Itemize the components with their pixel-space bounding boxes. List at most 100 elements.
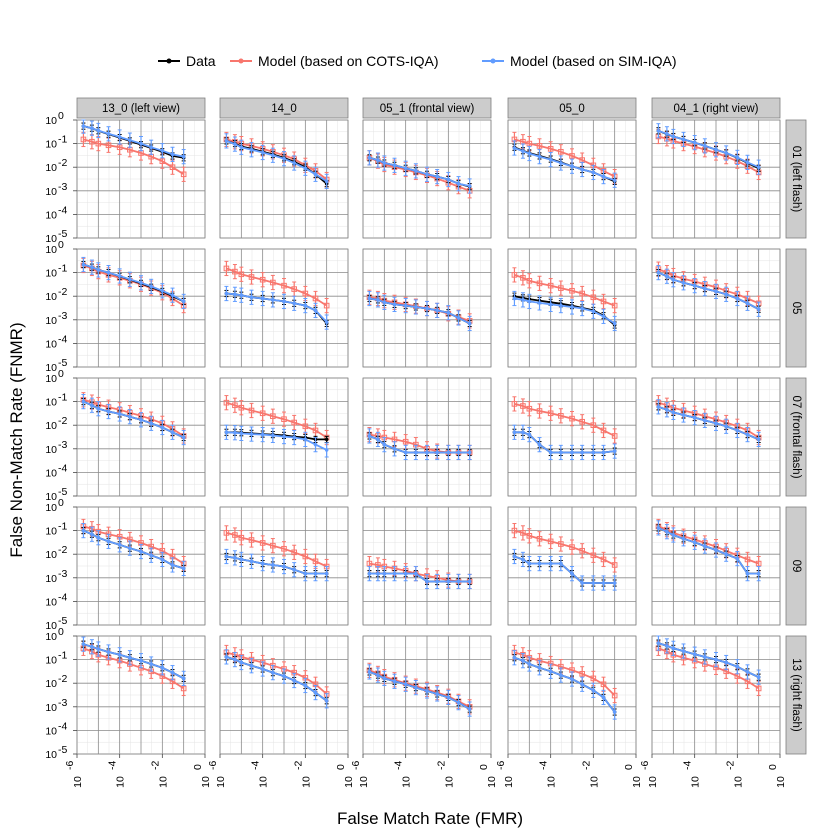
y-tick-exponent: -1 <box>58 263 67 275</box>
series-point <box>282 299 286 304</box>
legend-swatch-point <box>490 58 496 64</box>
series-point <box>117 543 122 547</box>
series-point <box>180 685 187 692</box>
row-strip-label: 05 <box>790 302 802 315</box>
y-tick-exponent: 0 <box>58 497 64 509</box>
series-point <box>724 424 728 429</box>
series-point <box>467 450 472 455</box>
y-tick-label: 10 <box>45 749 57 761</box>
y-tick-exponent: -2 <box>58 673 67 685</box>
series-point <box>292 301 296 306</box>
series-point <box>611 302 618 309</box>
y-tick-exponent: -4 <box>58 462 67 474</box>
series-point <box>402 438 409 445</box>
x-tick-label: 10 <box>690 776 702 788</box>
series-point <box>512 296 517 301</box>
series-point <box>117 412 122 416</box>
series-point <box>745 160 750 165</box>
series-point <box>703 655 707 659</box>
series-point <box>403 571 408 576</box>
series-point <box>271 433 275 438</box>
y-tick-label: 10 <box>45 444 57 456</box>
series-point <box>548 157 553 162</box>
x-tick-label: 10 <box>631 776 643 788</box>
series-point <box>392 302 397 307</box>
y-tick-label: 10 <box>45 186 57 198</box>
series-point <box>435 579 439 584</box>
series-point <box>302 423 309 430</box>
series-point <box>96 647 101 651</box>
series-point <box>512 146 517 150</box>
y-tick-exponent: -2 <box>58 544 67 556</box>
series-point <box>612 581 617 585</box>
x-tick-label: 10 <box>546 776 558 788</box>
series-point <box>692 415 697 420</box>
series-point <box>259 540 266 546</box>
series-point <box>570 164 574 169</box>
series-point <box>537 561 542 566</box>
column-strip-label: 04_1 (right view) <box>673 103 758 115</box>
series-point <box>324 320 329 324</box>
series-point <box>106 539 111 544</box>
series-point <box>692 283 697 288</box>
row-strip-label: 09 <box>790 560 802 573</box>
series-point <box>456 700 461 705</box>
series-point <box>414 571 418 576</box>
series-point <box>536 535 543 542</box>
x-tick-exponent: -4 <box>393 761 405 770</box>
series-point <box>376 673 380 677</box>
series-point <box>223 530 230 536</box>
series-point <box>569 415 575 422</box>
x-tick-exponent: 0 <box>623 764 635 770</box>
series-point <box>81 528 86 533</box>
series-point <box>520 403 526 409</box>
column-strip-label: 05_0 <box>559 103 585 115</box>
series-point <box>456 181 461 186</box>
series-point <box>260 561 265 566</box>
series-point <box>90 403 94 408</box>
series-point <box>580 450 584 455</box>
y-tick-exponent: -5 <box>58 744 67 756</box>
series-point <box>735 556 740 561</box>
series-point <box>303 166 308 171</box>
series-point <box>303 303 308 308</box>
series-point <box>601 450 606 455</box>
series-point <box>665 274 669 279</box>
column-strip-label: 05_1 (frontal view) <box>380 103 475 115</box>
x-tick-exponent: -2 <box>724 761 736 770</box>
y-tick-label: 10 <box>45 362 57 374</box>
series-point <box>425 450 429 455</box>
series-point <box>403 166 408 171</box>
series-point <box>703 144 707 148</box>
y-tick-exponent: -4 <box>58 720 67 732</box>
series-point <box>249 295 254 300</box>
series-point <box>403 682 408 687</box>
series-point <box>302 290 309 297</box>
series-point <box>681 413 686 417</box>
series-point <box>521 658 525 663</box>
series-point <box>692 140 697 145</box>
series-point <box>376 158 380 162</box>
y-tick-label: 10 <box>45 315 57 327</box>
x-tick-label: 10 <box>503 776 515 788</box>
y-tick-label: 10 <box>45 655 57 667</box>
column-strip-label: 14_0 <box>271 103 297 115</box>
series-point <box>224 139 229 143</box>
series-point <box>248 537 255 543</box>
series-point <box>692 540 697 545</box>
x-tick-label: 10 <box>215 776 227 788</box>
series-point <box>248 407 255 414</box>
series-point <box>139 658 143 663</box>
x-tick-exponent: -4 <box>250 761 262 770</box>
y-tick-exponent: 0 <box>58 239 64 251</box>
series-point <box>324 698 329 703</box>
y-tick-label: 10 <box>45 397 57 409</box>
series-point <box>456 579 461 584</box>
series-point <box>392 447 397 451</box>
series-point <box>324 571 329 576</box>
series-point <box>270 279 276 286</box>
series-point <box>249 559 254 564</box>
series-point <box>259 410 266 417</box>
legend-label: Data <box>186 53 216 69</box>
series-point <box>313 442 318 447</box>
